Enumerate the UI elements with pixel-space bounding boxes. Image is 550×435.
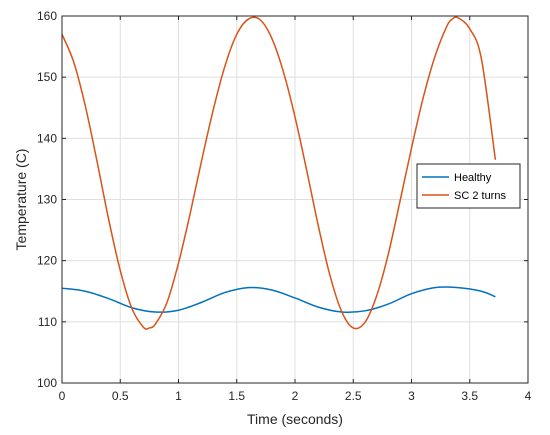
x-tick-label: 3 — [408, 389, 415, 403]
x-tick-label: 1.5 — [228, 389, 245, 403]
y-tick-label: 160 — [37, 9, 57, 23]
y-tick-label: 110 — [38, 315, 57, 329]
y-tick-label: 120 — [37, 254, 57, 268]
x-tick-label: 2 — [292, 389, 299, 403]
legend-box — [416, 163, 521, 209]
legend: Healthy SC 2 turns — [416, 163, 521, 209]
ticks — [61, 15, 529, 384]
x-tick-label: 0.5 — [112, 389, 129, 403]
series-line-healthy — [61, 286, 496, 314]
y-tick-labels: 100 110 120 130 140 150 160 — [37, 9, 57, 390]
legend-label-healthy: Healthy — [454, 172, 492, 184]
y-tick-label: 100 — [37, 376, 57, 390]
x-tick-label: 2.5 — [345, 389, 362, 403]
x-tick-label: 4 — [525, 389, 532, 403]
y-tick-label: 140 — [37, 131, 57, 145]
x-tick-label: 0 — [59, 389, 66, 403]
series-lines — [61, 16, 497, 330]
x-tick-label: 1 — [175, 389, 182, 403]
x-tick-labels: 0 0.5 1 1.5 2 2.5 3 3.5 4 — [59, 389, 532, 403]
y-tick-label: 130 — [37, 193, 57, 207]
x-tick-label: 3.5 — [461, 389, 478, 403]
x-axis-label: Time (seconds) — [247, 411, 343, 427]
legend-label-sc-2-turns: SC 2 turns — [454, 190, 506, 202]
series-line-sc-2-turns — [61, 16, 497, 330]
y-axis-label: Temperature (C) — [13, 149, 29, 251]
y-tick-label: 150 — [37, 70, 57, 84]
